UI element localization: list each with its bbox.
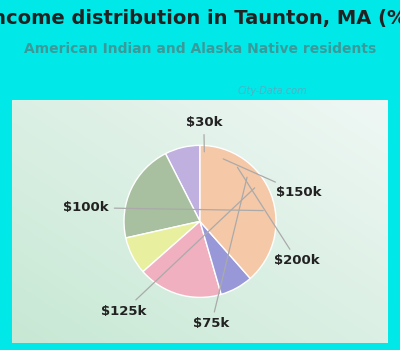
Wedge shape (126, 222, 200, 272)
Wedge shape (124, 154, 200, 238)
Wedge shape (143, 222, 221, 298)
Text: $100k: $100k (63, 201, 263, 214)
Text: $30k: $30k (186, 116, 222, 152)
Text: City-Data.com: City-Data.com (237, 86, 307, 96)
Wedge shape (166, 145, 200, 222)
Wedge shape (200, 222, 250, 294)
Text: $150k: $150k (223, 159, 322, 199)
Wedge shape (200, 145, 276, 278)
Text: $125k: $125k (101, 188, 255, 317)
Text: $200k: $200k (238, 167, 320, 267)
Text: $75k: $75k (193, 177, 247, 330)
Text: Income distribution in Taunton, MA (%): Income distribution in Taunton, MA (%) (0, 9, 400, 28)
Text: American Indian and Alaska Native residents: American Indian and Alaska Native reside… (24, 42, 376, 56)
